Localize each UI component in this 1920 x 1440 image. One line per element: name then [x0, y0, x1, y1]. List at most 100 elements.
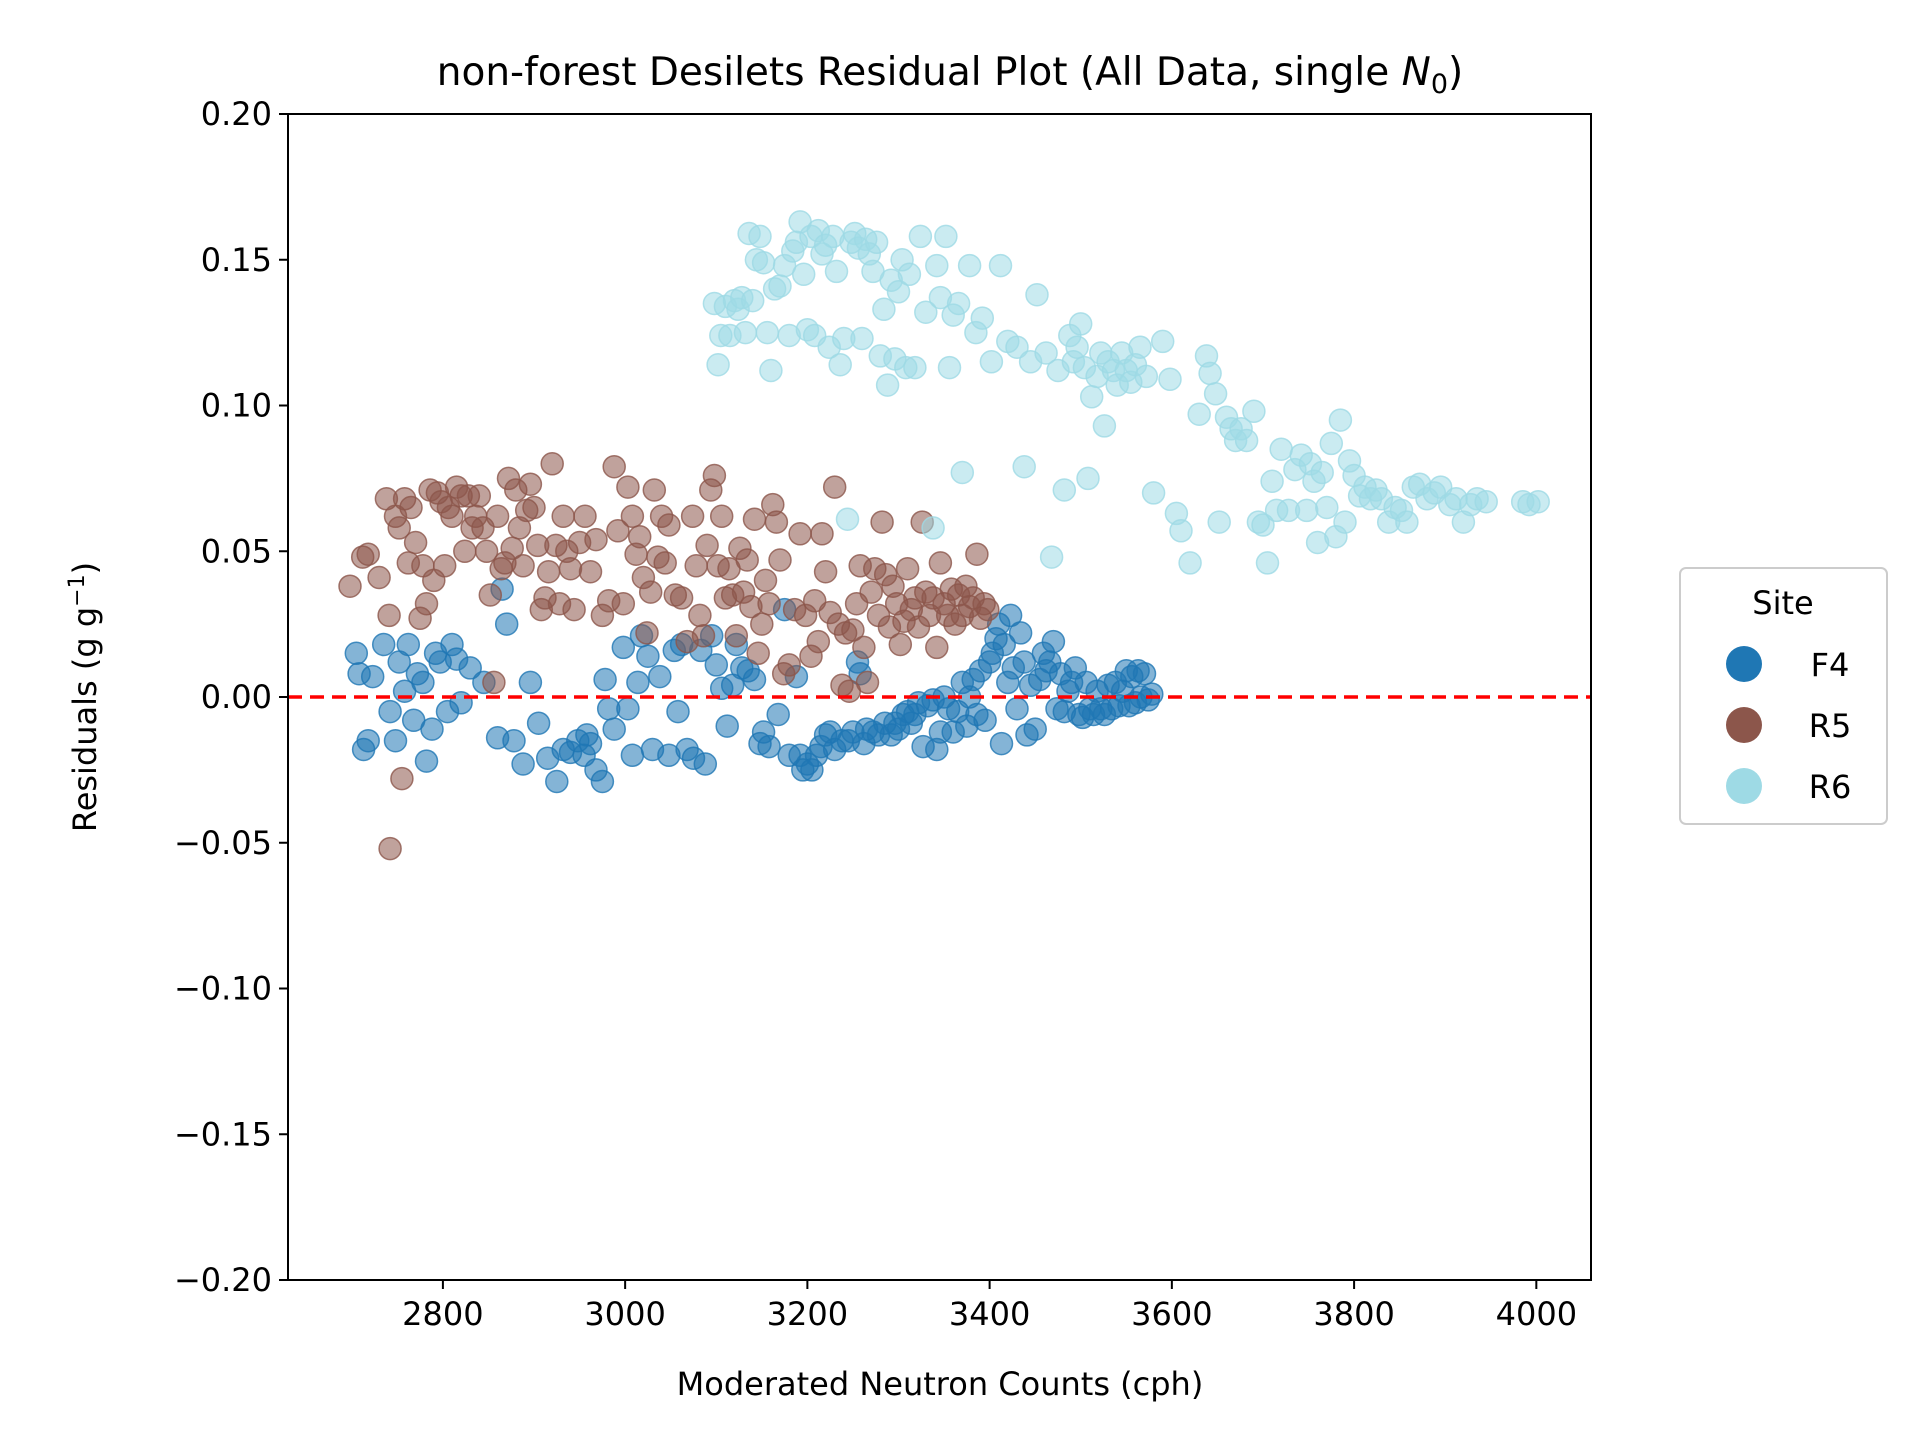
- legend-items: F4 R5 R6: [1726, 646, 1851, 806]
- data-point-F4: [620, 743, 645, 768]
- data-point-R5: [925, 635, 949, 660]
- data-point-R5: [367, 565, 391, 590]
- data-point-R6: [1187, 402, 1211, 426]
- data-point-F4: [1140, 682, 1164, 706]
- data-point-F4: [1041, 629, 1066, 654]
- data-point-F4: [1012, 650, 1036, 674]
- data-point-R6: [914, 300, 938, 324]
- data-point-R6: [979, 350, 1004, 374]
- data-point-F4: [518, 670, 543, 695]
- data-point-R6: [957, 253, 982, 278]
- data-point-R5: [870, 510, 894, 534]
- data-point-R6: [1169, 519, 1193, 543]
- data-point-F4: [715, 714, 739, 738]
- data-point-R5: [702, 463, 727, 488]
- y-axis-label-suffix: ): [66, 562, 104, 574]
- data-point-F4: [458, 656, 482, 680]
- data-point-F4: [593, 667, 617, 692]
- data-point-R5: [895, 556, 920, 581]
- x-tick-label: 2800: [402, 1295, 483, 1333]
- data-point-R5: [695, 533, 719, 558]
- data-point-R5: [518, 472, 543, 496]
- series-R6: [702, 210, 1550, 575]
- legend-label-F4: F4: [1811, 646, 1850, 684]
- data-point-R6: [706, 352, 730, 377]
- y-tick-label: 0.00: [201, 678, 272, 716]
- y-axis-ticks: 0.20 0.15 0.10 0.05 0.00 −0.05 −0.10 −0.15 −0.20: [174, 95, 288, 1299]
- data-point-R5: [606, 519, 630, 543]
- data-point-R6: [1251, 513, 1275, 537]
- data-point-R6: [950, 460, 975, 485]
- x-tick-label: 3200: [767, 1295, 848, 1333]
- data-point-R5: [387, 516, 411, 540]
- data-point-R6: [1128, 335, 1152, 359]
- data-point-F4: [590, 769, 615, 794]
- y-tick-label: 0.15: [201, 241, 272, 279]
- data-point-F4: [766, 702, 790, 727]
- data-point-R5: [635, 621, 659, 645]
- data-point-R5: [611, 591, 636, 616]
- data-point-R5: [855, 670, 880, 695]
- data-point-R6: [1025, 282, 1049, 307]
- data-point-R6: [1052, 478, 1077, 502]
- y-axis-label-superscript: −1: [65, 574, 90, 606]
- data-point-R5: [768, 548, 792, 572]
- data-point-R6: [828, 352, 852, 377]
- data-point-F4: [1132, 661, 1157, 686]
- data-point-R5: [620, 504, 645, 529]
- data-point-R5: [511, 554, 535, 578]
- data-point-R6: [1310, 460, 1334, 485]
- data-point-F4: [371, 632, 396, 657]
- data-point-R5: [602, 454, 626, 479]
- data-point-R5: [440, 504, 464, 529]
- data-point-R6: [1234, 428, 1259, 453]
- y-axis-label-prefix: Residuals (g g: [66, 607, 104, 832]
- data-point-R5: [976, 597, 1000, 622]
- data-point-R5: [627, 524, 652, 549]
- data-point-R6: [946, 291, 971, 316]
- legend-label-R5: R5: [1809, 707, 1852, 745]
- data-point-R5: [638, 580, 663, 604]
- data-point-R6: [1255, 551, 1280, 575]
- data-point-R5: [684, 554, 708, 578]
- data-point-R6: [1328, 408, 1353, 432]
- data-point-F4: [545, 769, 569, 794]
- data-point-R5: [852, 635, 876, 660]
- data-point-R5: [573, 504, 597, 529]
- data-point-R5: [688, 603, 712, 628]
- series-F4: [344, 577, 1164, 794]
- data-point-R6: [1150, 329, 1175, 354]
- data-point-F4: [414, 749, 439, 773]
- data-point-R6: [835, 507, 860, 531]
- y-tick-label: −0.05: [174, 824, 272, 862]
- data-point-R6: [970, 306, 995, 330]
- data-point-R6: [886, 280, 911, 304]
- data-point-R6: [1012, 454, 1036, 479]
- data-point-F4: [1023, 717, 1047, 741]
- legend-frame: [1679, 567, 1888, 825]
- data-point-R6: [1034, 341, 1058, 365]
- data-point-R6: [872, 297, 896, 322]
- data-point-R5: [399, 495, 423, 520]
- data-point-R6: [988, 253, 1013, 278]
- points-layer: [338, 210, 1550, 861]
- legend-marker-R6: [1726, 768, 1762, 804]
- legend-label-R6: R6: [1809, 768, 1852, 806]
- data-point-F4: [383, 728, 408, 753]
- data-point-R6: [937, 355, 962, 380]
- data-point-F4: [526, 711, 551, 735]
- data-point-R5: [746, 641, 770, 666]
- data-point-R5: [467, 484, 492, 508]
- data-point-R6: [740, 288, 765, 313]
- data-point-R6: [925, 253, 949, 278]
- data-point-R5: [540, 452, 564, 476]
- data-point-R5: [735, 548, 759, 572]
- data-point-R5: [802, 589, 827, 613]
- data-point-R6: [1068, 312, 1093, 336]
- data-point-R5: [356, 542, 380, 566]
- legend-marker-F4: [1726, 646, 1762, 682]
- data-point-R5: [414, 591, 439, 616]
- data-point-R5: [453, 539, 477, 564]
- data-point-R5: [822, 475, 847, 499]
